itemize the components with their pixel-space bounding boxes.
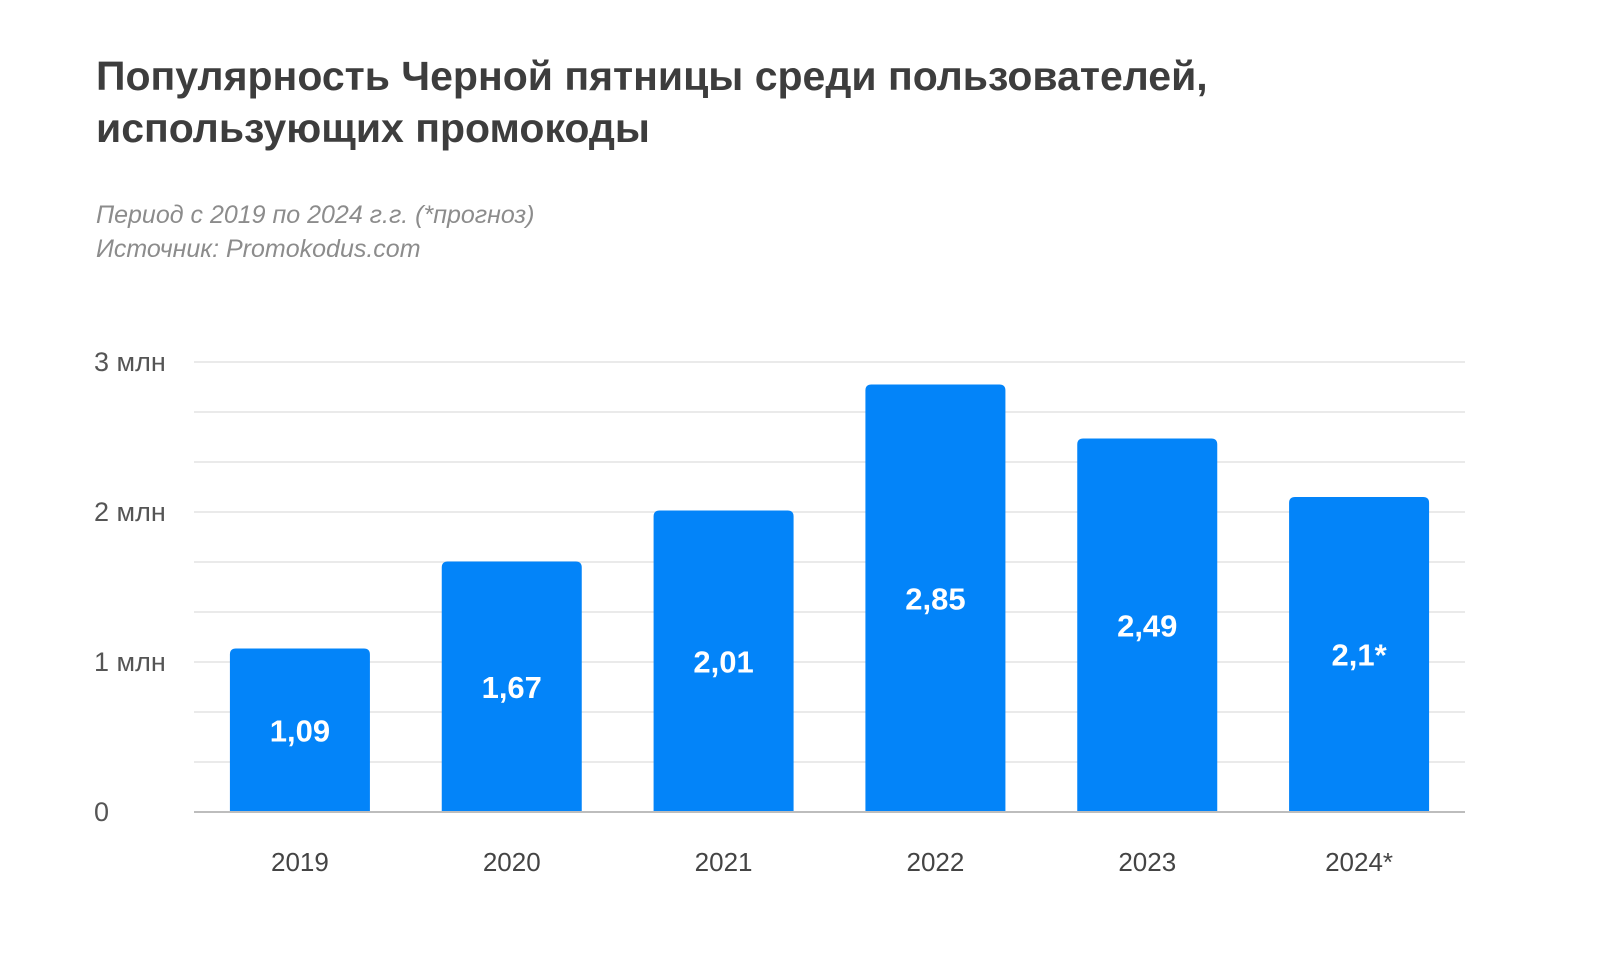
x-tick-label: 2022: [906, 847, 964, 877]
grid-lines: [194, 361, 1465, 763]
chart-subtitle: Период с 2019 по 2024 г.г. (*прогноз) Ис…: [96, 198, 534, 266]
y-tick-label: 1 млн: [94, 647, 166, 677]
y-tick-label: 2 млн: [94, 497, 166, 527]
y-tick-label: 3 млн: [94, 347, 166, 377]
bar-value-label: 1,09: [270, 713, 330, 748]
bar-value-label: 1,67: [482, 670, 542, 705]
bars: 1,09 1,67 2,01 2,85 2,49 2,1*: [229, 384, 1430, 812]
bar-2020: [441, 561, 582, 812]
bar-2023: [1077, 438, 1218, 812]
chart-title-line-1: Популярность Черной пятницы среди пользо…: [96, 53, 1208, 99]
chart-title-line-2: использующих промокоды: [96, 105, 650, 151]
source-note: Источник: Promokodus.com: [96, 235, 421, 263]
bar-2022: [865, 384, 1006, 812]
y-axis-ticks: 0 1 млн 2 млн 3 млн: [94, 347, 166, 827]
x-tick-label: 2021: [695, 847, 753, 877]
bar-value-label: 2,01: [693, 644, 753, 679]
bar-2021: [653, 510, 794, 812]
x-axis-labels: 2019 2020 2021 2022 2023 2024*: [271, 847, 1393, 877]
x-tick-label: 2020: [483, 847, 541, 877]
x-tick-label: 2019: [271, 847, 329, 877]
bar-2024: [1289, 497, 1430, 812]
period-note: Период с 2019 по 2024 г.г. (*прогноз): [96, 201, 535, 229]
x-tick-label: 2024*: [1325, 847, 1393, 877]
x-tick-label: 2023: [1118, 847, 1176, 877]
bar-value-label: 2,85: [905, 581, 965, 616]
chart-title: Популярность Черной пятницы среди пользо…: [96, 50, 1496, 154]
y-tick-label: 0: [94, 797, 109, 827]
bar-value-label: 2,49: [1117, 608, 1177, 643]
bar-value-label: 2,1*: [1331, 638, 1387, 673]
bar-2019: [229, 648, 370, 812]
